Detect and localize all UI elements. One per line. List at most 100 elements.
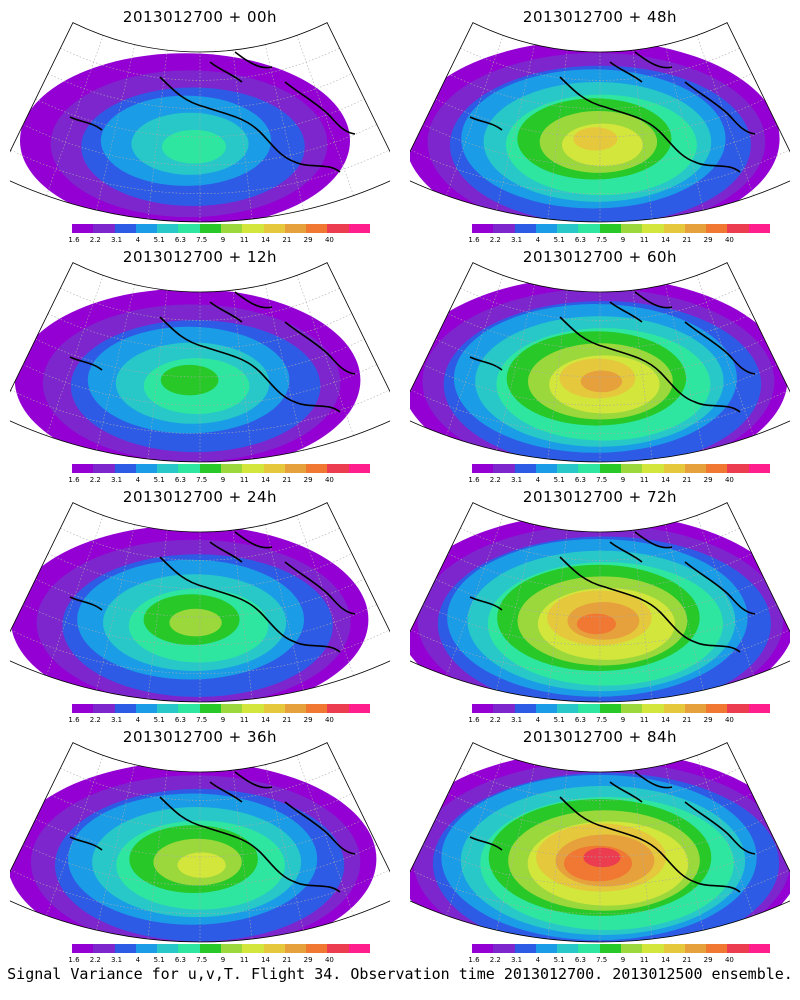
colorbar-tick-label: 3.1 (510, 716, 523, 724)
colorbar-swatch (199, 464, 221, 473)
colorbar-tick-label: 1.6 (68, 956, 80, 964)
colorbar-tick-label: 40 (324, 476, 334, 484)
colorbar-swatch (306, 464, 328, 473)
longitude-line (696, 275, 754, 436)
colorbar-swatch (220, 944, 243, 953)
colorbar-swatch (642, 704, 664, 713)
latitude-line (410, 389, 790, 434)
colorbar-tick-label: 29 (303, 476, 313, 484)
longitude-line (147, 50, 168, 220)
variance-map (10, 262, 390, 463)
colorbar-swatch (599, 944, 621, 953)
panel-title: 2013012700 + 72h (522, 488, 678, 506)
colorbar-swatch (284, 224, 307, 233)
colorbar-tick-label: 21 (282, 236, 292, 244)
longitude-line (664, 284, 704, 451)
colorbar-swatch (578, 944, 600, 953)
longitude-line (96, 524, 136, 691)
colorbar-tick-label: 29 (303, 236, 313, 244)
colorbar-swatch (472, 464, 494, 473)
longitude-line (696, 755, 754, 916)
colorbar (472, 224, 770, 233)
colorbar-tick-label: 6.3 (174, 956, 186, 964)
colorbar-swatch (557, 224, 579, 233)
colorbar-tick-label: 40 (324, 716, 334, 724)
colorbar-swatch (178, 224, 200, 233)
map-panel: 2013012700 + 12h 1.6 2.2 3.1 4 5.1 6.3 7.5 9 11 14… (10, 242, 410, 484)
latitude-line (410, 629, 790, 674)
panel-title: 2013012700 + 84h (522, 728, 678, 746)
colorbar-swatch (178, 944, 200, 953)
longitude-line (496, 764, 536, 931)
colorbar-swatch (472, 224, 494, 233)
colorbar-tick-label: 6.3 (174, 716, 186, 724)
colorbar-swatch (199, 224, 221, 233)
colorbar-swatch (727, 704, 749, 713)
variance-contour (169, 608, 222, 637)
colorbar-tick-label: 5.1 (153, 716, 165, 724)
colorbar-swatch (642, 944, 664, 953)
longitude-line (446, 275, 504, 436)
colorbar-tick-label: 2.2 (89, 476, 101, 484)
colorbar-swatch (199, 944, 221, 953)
colorbar-swatch (284, 944, 307, 953)
longitude-line (446, 515, 504, 676)
colorbar-tick-label: 3.1 (510, 956, 523, 964)
colorbar-swatch (220, 464, 243, 473)
colorbar-tick-label: 40 (724, 236, 734, 244)
panel-title: 2013012700 + 12h (122, 248, 278, 266)
colorbar-tick-label: 1.6 (68, 716, 80, 724)
colorbar-tick-label: 2.2 (89, 956, 101, 964)
latitude-line (35, 578, 365, 618)
colorbar-tick-label: 5.1 (153, 956, 165, 964)
longitude-line (496, 44, 536, 211)
colorbar-tick-label: 11 (239, 956, 249, 964)
colorbar-tick-label: 9 (620, 956, 626, 964)
map-frame (10, 502, 390, 703)
longitude-line (547, 290, 568, 460)
panel-title: 2013012700 + 60h (522, 248, 678, 266)
colorbar-swatch (327, 944, 349, 953)
colorbar-tick-label: 4 (135, 236, 141, 244)
figure-caption: Signal Variance for u,v,T. Flight 34. Ob… (7, 965, 793, 983)
colorbar-tick-label: 4 (535, 716, 541, 724)
colorbar-tick-label: 1.6 (468, 956, 480, 964)
colorbar-tick-label: 4 (135, 476, 141, 484)
colorbar-tick-label: 14 (661, 716, 671, 724)
colorbar-labels: 1.6 2.2 3.1 4 5.1 6.3 7.5 9 11 14 21 29 40 (62, 476, 382, 486)
colorbar-tick-label: 3.1 (510, 236, 523, 244)
colorbar-tick-label: 3.1 (510, 476, 523, 484)
longitude-line (46, 755, 104, 916)
variance-map (10, 742, 390, 943)
longitude-line (547, 50, 568, 220)
longitude-line (296, 755, 354, 916)
colorbar-labels: 1.6 2.2 3.1 4 5.1 6.3 7.5 9 11 14 21 29 40 (462, 956, 782, 966)
colorbar-tick-label: 7.5 (596, 476, 608, 484)
colorbar-tick-label: 9 (220, 476, 226, 484)
colorbar-tick-label: 9 (620, 236, 626, 244)
colorbar-swatch (93, 464, 115, 473)
colorbar-swatch (493, 464, 515, 473)
latitude-line (410, 869, 790, 914)
colorbar-swatch (706, 224, 728, 233)
colorbar-tick-label: 9 (620, 476, 626, 484)
colorbar-tick-label: 5.1 (153, 236, 165, 244)
latitude-line (435, 98, 765, 138)
latitude-line (435, 338, 765, 378)
colorbar-tick-label: 2.2 (89, 716, 101, 724)
colorbar-swatch (72, 464, 94, 473)
colorbar-swatch (748, 944, 770, 953)
map-panel: 2013012700 + 60h 1.6 2.2 3.1 4 5.1 6.3 7.5 9 11 14… (410, 242, 800, 484)
colorbar-swatch (135, 464, 158, 473)
panel-title: 2013012700 + 48h (522, 8, 678, 26)
colorbar-swatch (135, 704, 158, 713)
variance-map (410, 22, 790, 223)
colorbar-swatch (242, 944, 264, 953)
colorbar-tick-label: 9 (220, 716, 226, 724)
colorbar-swatch (263, 464, 285, 473)
latitude-line (435, 818, 765, 858)
colorbar-swatch (663, 704, 685, 713)
longitude-line (96, 44, 136, 211)
colorbar-tick-label: 11 (239, 716, 249, 724)
latitude-line (447, 313, 753, 349)
